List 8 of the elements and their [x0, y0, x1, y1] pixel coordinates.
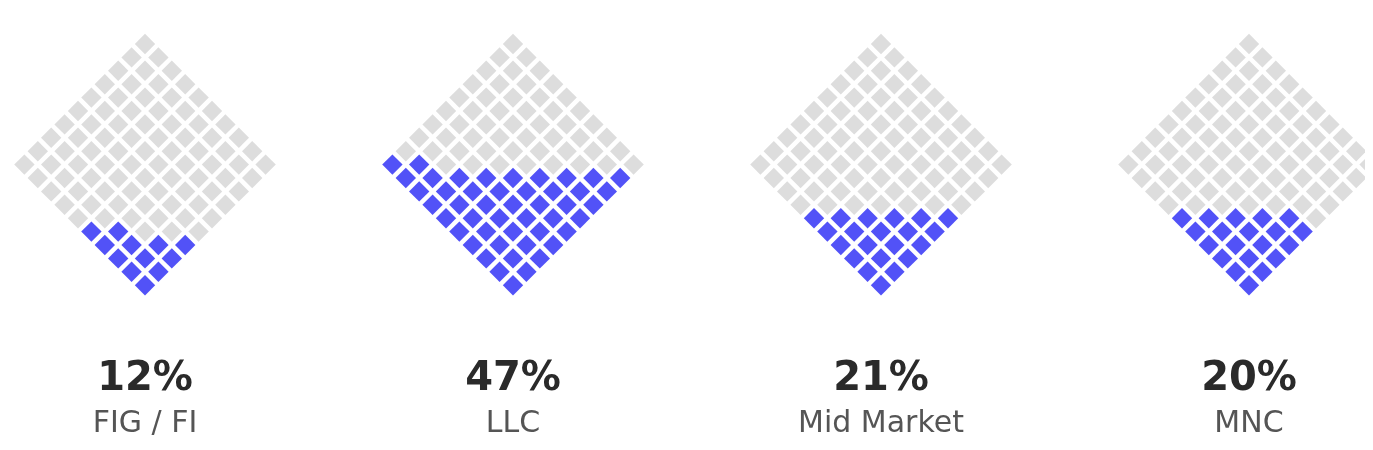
data-label: 12%: [97, 353, 193, 399]
category-label: MNC: [1214, 404, 1284, 439]
category-label: LLC: [485, 404, 541, 439]
category-label: Mid Market: [798, 404, 965, 439]
data-label: 21%: [833, 353, 929, 399]
data-label: 47%: [465, 353, 561, 399]
data-label: 20%: [1201, 353, 1297, 399]
category-label: FIG / FI: [92, 404, 198, 439]
